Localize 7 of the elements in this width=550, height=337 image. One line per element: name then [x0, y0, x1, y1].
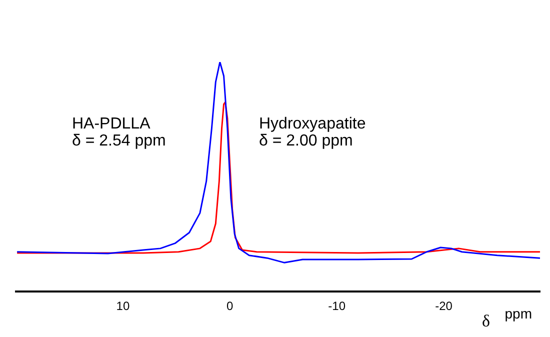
annotation: HA-PDLLA δ = 2.54 ppm — [72, 115, 166, 150]
x-tick-label: 10 — [116, 299, 130, 314]
x-axis-title: δ ppm — [482, 305, 532, 331]
x-tick-label: -20 — [435, 299, 453, 314]
x-tick-label: 0 — [226, 299, 234, 314]
x-tick-label: -10 — [328, 299, 346, 314]
annotation: Hydroxyapatite δ = 2.00 ppm — [259, 115, 366, 150]
